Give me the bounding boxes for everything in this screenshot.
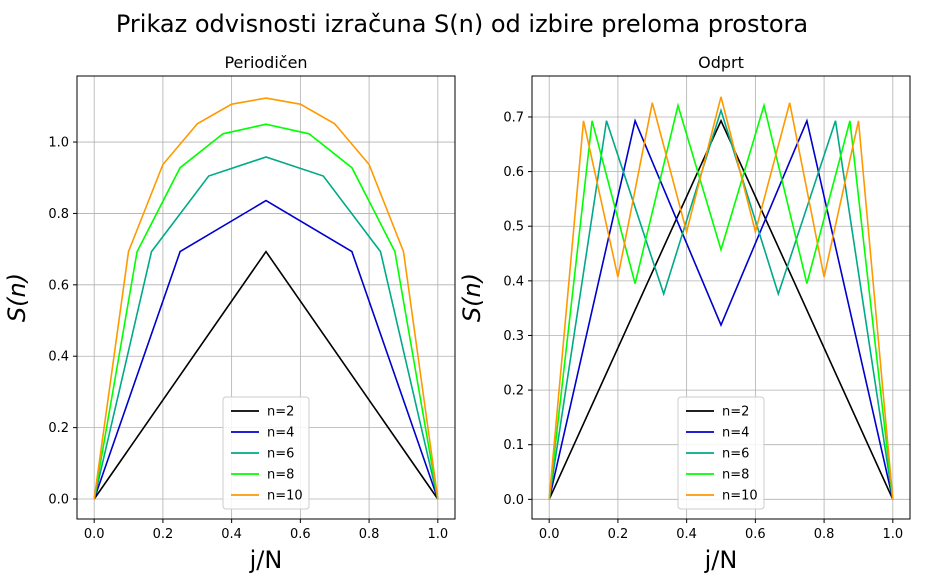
y-tick-label: 0.4 xyxy=(503,274,524,289)
series-n-6 xyxy=(548,107,894,500)
x-axis-label: j/N xyxy=(249,546,283,574)
figure-title: Prikaz odvisnosti izračuna S(n) od izbir… xyxy=(116,10,808,38)
y-tick-label: 0.6 xyxy=(48,278,69,293)
legend-label: n=8 xyxy=(267,468,294,483)
x-tick-label: 1.0 xyxy=(427,527,448,542)
x-tick-label: 0.2 xyxy=(153,527,174,542)
x-tick-label: 0.4 xyxy=(676,527,697,542)
series-n-8 xyxy=(93,123,439,500)
y-tick-label: 0.0 xyxy=(503,493,524,508)
legend-label: n=6 xyxy=(722,447,749,462)
series-n-2 xyxy=(548,118,894,500)
x-tick-label: 0.2 xyxy=(608,527,629,542)
y-tick-label: 0.6 xyxy=(503,165,524,180)
y-tick-label: 0.5 xyxy=(503,220,524,235)
y-tick-label: 0.4 xyxy=(48,350,69,365)
series-n-8 xyxy=(548,102,894,500)
x-tick-label: 0.6 xyxy=(290,527,311,542)
y-tick-label: 0.7 xyxy=(503,110,524,125)
series-n-6 xyxy=(93,156,439,500)
legend-label: n=2 xyxy=(722,405,749,420)
series-n-4 xyxy=(93,199,439,500)
x-tick-label: 0.0 xyxy=(84,527,105,542)
y-tick-label: 0.2 xyxy=(48,421,69,436)
y-axis-label: S(n) xyxy=(3,273,31,322)
legend-label: n=4 xyxy=(267,426,294,441)
legend-box xyxy=(222,396,310,510)
plot-frame xyxy=(531,75,911,520)
y-tick-label: 0.3 xyxy=(503,329,524,344)
y-tick-label: 0.2 xyxy=(503,384,524,399)
legend-label: n=10 xyxy=(267,489,303,504)
legend-box xyxy=(677,396,765,510)
plot-frame xyxy=(76,75,456,520)
y-tick-label: 0.8 xyxy=(48,207,69,222)
chart-periodicen: 0.0 0.2 0.4 0.6 0.8 1.0 0.0 0.2 0.4 0.6 0.8 1.0 Peri… xyxy=(3,53,456,574)
x-tick-label: 0.8 xyxy=(359,527,380,542)
panel-title: Periodičen xyxy=(224,53,307,72)
series-n-4 xyxy=(548,118,894,500)
chart-odprt: 0.0 0.2 0.4 0.6 0.8 1.0 0.0 0.1 0.2 0.3 0.4 0.5 0.6 0… xyxy=(458,53,911,574)
x-tick-label: 1.0 xyxy=(882,527,903,542)
legend-label: n=10 xyxy=(722,489,758,504)
legend-label: n=2 xyxy=(267,405,294,420)
y-tick-label: 1.0 xyxy=(48,136,69,151)
x-tick-label: 0.8 xyxy=(814,527,835,542)
x-tick-label: 0.0 xyxy=(539,527,560,542)
legend-label: n=4 xyxy=(722,426,749,441)
y-tick-label: 0.0 xyxy=(48,493,69,508)
x-tick-label: 0.6 xyxy=(745,527,766,542)
x-tick-label: 0.4 xyxy=(221,527,242,542)
series-n-10 xyxy=(548,96,894,500)
legend-label: n=6 xyxy=(267,447,294,462)
y-axis-label: S(n) xyxy=(458,273,486,322)
panel-title: Odprt xyxy=(698,53,744,72)
x-axis-label: j/N xyxy=(704,546,738,574)
legend-label: n=8 xyxy=(722,468,749,483)
y-tick-label: 0.1 xyxy=(503,438,524,453)
series-n-10 xyxy=(93,97,439,500)
series-n-2 xyxy=(93,250,439,500)
